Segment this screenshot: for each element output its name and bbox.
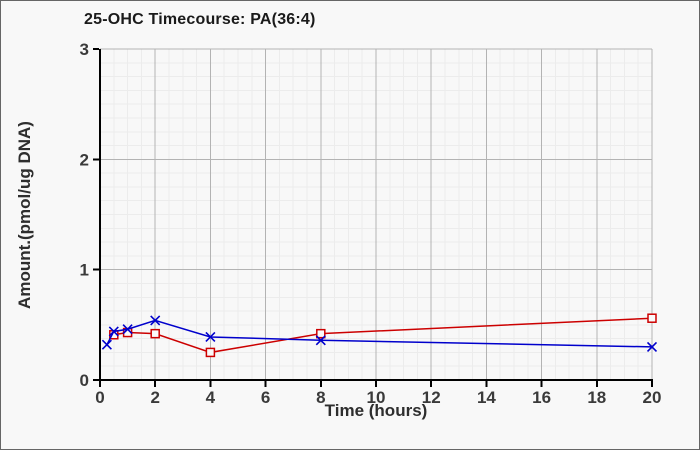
x-marker-icon [101,339,112,350]
y-tick-label: 3 [80,40,89,59]
square-marker-icon [316,328,326,339]
y-tick-label: 1 [80,261,89,280]
y-tick-label: 2 [80,150,89,169]
x-marker-icon [122,324,133,335]
x-marker-icon [315,335,326,346]
x-tick-label: 14 [477,388,496,407]
square-marker-icon [647,313,657,323]
x-marker-icon [646,341,658,352]
x-tick-label: 16 [532,388,551,407]
series-blue-x-crosses [101,315,658,352]
x-tick-label: 12 [422,388,441,407]
series-red-open-squares [109,313,657,358]
x-marker-icon [205,331,216,343]
x-marker-icon [150,315,161,326]
chart-title: 25-OHC Timecourse: PA(36:4) [84,11,316,28]
x-tick-label: 4 [206,388,216,407]
x-marker-icon [108,326,119,337]
square-marker-icon [150,328,160,339]
x-tick-label: 10 [367,388,386,407]
square-marker-icon [205,347,216,358]
x-tick-label: 20 [643,388,662,407]
x-axis-label: Time (hours) [324,401,428,420]
x-tick-label: 0 [95,388,104,407]
y-tick-label: 0 [80,371,89,390]
axes [99,49,653,381]
y-axis-label-text: Amount.(pmol/ug DNA) [15,121,34,309]
series-line [113,317,653,354]
x-tick-label: 18 [587,388,606,407]
x-tick-label: 8 [316,388,325,407]
x-tick-label: 2 [150,388,159,407]
x-tick-label: 6 [261,388,270,407]
